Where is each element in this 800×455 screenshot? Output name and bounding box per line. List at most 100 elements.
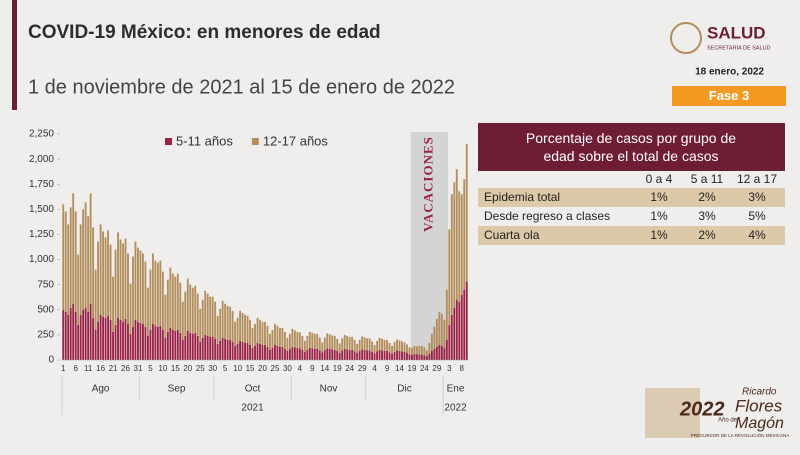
bar-segment xyxy=(406,352,408,360)
bar-segment xyxy=(261,344,264,360)
bar-segment xyxy=(450,194,453,315)
bar-segment xyxy=(251,327,254,348)
bar-segment xyxy=(393,351,396,360)
bar-segment xyxy=(363,337,366,350)
bar-segment xyxy=(166,279,169,332)
bar-segment xyxy=(301,349,304,360)
bar-segment xyxy=(194,332,197,360)
bar-segment xyxy=(303,340,306,352)
bar-segment xyxy=(241,341,244,360)
x-tick-label: 30 xyxy=(283,364,292,373)
bar-segment xyxy=(316,333,319,349)
row-label: Desde regreso a clases xyxy=(484,209,610,223)
bar-segment xyxy=(278,346,281,360)
bar-segment xyxy=(448,229,451,325)
bar-segment xyxy=(104,317,107,360)
bar-segment xyxy=(254,345,256,360)
bar-segment xyxy=(376,351,379,360)
bar-segment xyxy=(356,352,359,360)
bar-segment xyxy=(64,211,67,312)
bar-segment xyxy=(433,326,436,349)
bar-segment xyxy=(440,313,443,346)
bar-segment xyxy=(346,335,349,350)
bar-segment xyxy=(348,336,351,350)
bar-segment xyxy=(341,350,344,360)
bar-segment xyxy=(256,317,259,343)
bar-segment xyxy=(112,276,114,332)
bar-segment xyxy=(149,329,152,360)
bar-segment xyxy=(423,355,426,360)
bar-segment xyxy=(72,303,75,360)
x-tick-label: 9 xyxy=(310,364,315,373)
bar-segment xyxy=(97,241,100,322)
x-tick-label: 14 xyxy=(395,364,404,373)
bar-segment xyxy=(74,311,77,360)
bar-segment xyxy=(346,349,349,360)
bar-segment xyxy=(234,345,237,360)
bar-segment xyxy=(326,348,329,360)
legend-swatch xyxy=(165,138,172,145)
bar-segment xyxy=(221,300,224,338)
bar-segment xyxy=(236,317,239,344)
bar-segment xyxy=(378,349,381,360)
bar-segment xyxy=(338,343,341,353)
bar-segment xyxy=(396,339,398,351)
bar-segment xyxy=(398,340,401,351)
bar-segment xyxy=(204,290,207,335)
bar-segment xyxy=(440,345,443,360)
bar-segment xyxy=(102,231,105,317)
bar-segment xyxy=(430,350,433,360)
bar-segment xyxy=(306,335,309,350)
x-tick-label: 20 xyxy=(183,364,192,373)
bar-segment xyxy=(358,339,361,351)
x-tick-label: 4 xyxy=(372,364,377,373)
bar-segment xyxy=(401,351,403,360)
bar-segment xyxy=(276,325,279,346)
bar-segment xyxy=(194,285,197,333)
bar-segment xyxy=(298,332,301,349)
footer-name: Flores xyxy=(735,396,783,415)
bar-segment xyxy=(413,345,416,354)
bar-segment xyxy=(206,293,209,336)
bar-segment xyxy=(209,296,212,337)
bar-segment xyxy=(266,325,269,347)
bar-segment xyxy=(326,333,329,349)
bar-segment xyxy=(420,345,423,355)
bar-segment xyxy=(333,335,336,350)
y-tick-label: 1,250 xyxy=(29,229,54,240)
bar-segment xyxy=(64,311,67,360)
bar-segment xyxy=(166,331,169,360)
bar-segment xyxy=(132,326,134,360)
bar-segment xyxy=(179,332,182,360)
bar-segment xyxy=(119,239,122,320)
bar-segment xyxy=(122,321,124,360)
table-cell: 4% xyxy=(748,228,766,242)
bar-segment xyxy=(102,316,105,360)
x-tick-label: 4 xyxy=(298,364,303,373)
bar-segment xyxy=(318,337,321,351)
bar-segment xyxy=(276,345,279,360)
bar-segment xyxy=(381,338,383,351)
bar-segment xyxy=(216,315,219,344)
bar-segment xyxy=(114,324,117,360)
bar-segment xyxy=(129,333,132,360)
y-tick-label: 1,000 xyxy=(29,254,54,265)
bar-segment xyxy=(216,343,219,360)
bar-segment xyxy=(271,329,274,348)
phase: Fase 3 xyxy=(709,88,749,103)
x-tick-label: 19 xyxy=(333,364,342,373)
legend-label: 5-11 años xyxy=(176,133,233,148)
bar-segment xyxy=(283,331,286,349)
bar-segment xyxy=(229,306,232,340)
bar-segment xyxy=(465,281,468,360)
bar-segment xyxy=(411,347,413,355)
bar-segment xyxy=(79,314,82,360)
bar-segment xyxy=(151,323,154,360)
bar-segment xyxy=(231,310,234,342)
bar-segment xyxy=(445,339,448,360)
bar-segment xyxy=(89,303,92,360)
logo-seal xyxy=(670,22,702,54)
year-label: 2022 xyxy=(444,403,467,414)
col-header: 5 a 11 xyxy=(691,172,724,186)
bar-segment xyxy=(306,349,309,360)
